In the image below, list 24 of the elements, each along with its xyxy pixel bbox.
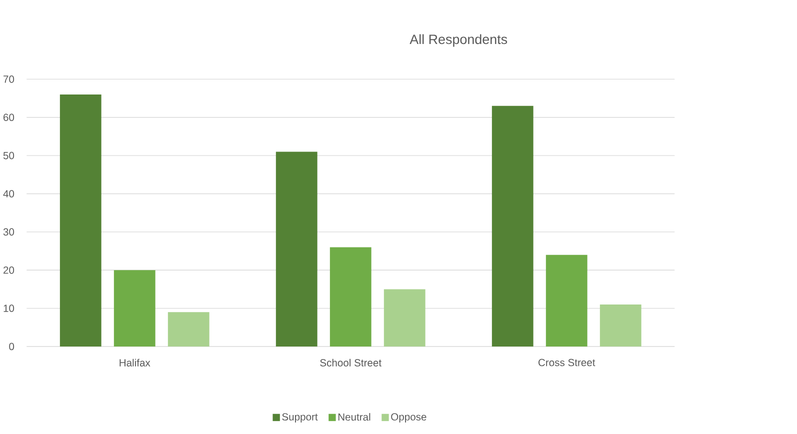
y-tick-label: 70 <box>4 76 14 83</box>
x-tick-label: Halifax <box>120 358 150 367</box>
y-tick-label: 50 <box>3 152 14 160</box>
bar <box>114 270 156 347</box>
y-tick-label: 20 <box>4 266 14 274</box>
y-tick-label: 60 <box>4 114 14 122</box>
legend-label: Support <box>282 413 318 423</box>
bar <box>330 247 372 347</box>
bar <box>60 94 102 347</box>
bar <box>384 289 426 347</box>
chart-title: All Respondents <box>410 34 508 47</box>
x-tick-label: School Street <box>320 358 382 367</box>
bar <box>168 312 210 347</box>
y-tick-label: 40 <box>3 190 14 198</box>
y-tick-label: 0 <box>9 342 14 350</box>
legend-label: Oppose <box>391 413 426 423</box>
bar <box>600 304 642 347</box>
bar <box>276 152 318 347</box>
y-tick-label: 10 <box>4 304 14 312</box>
y-tick-label: 30 <box>3 228 14 236</box>
bar <box>546 254 588 347</box>
x-tick-label: Cross Street <box>538 358 596 366</box>
bar <box>492 106 534 347</box>
legend-label: Neutral <box>338 413 370 421</box>
